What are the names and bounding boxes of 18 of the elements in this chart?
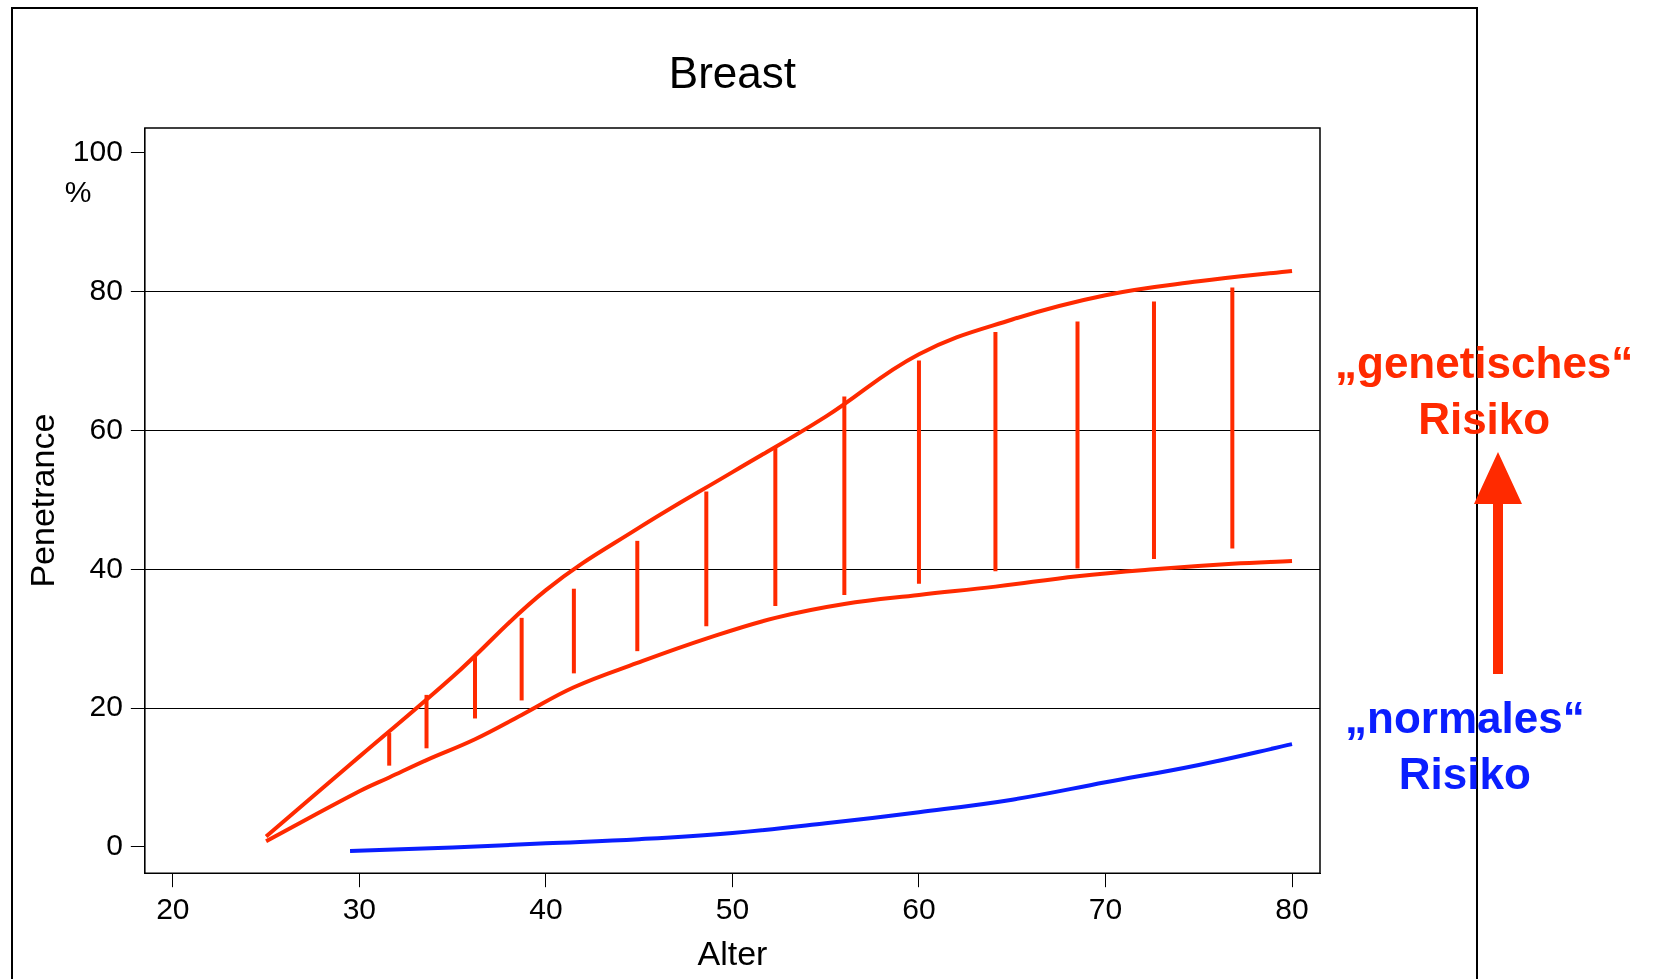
y-tick-label: 80 (89, 273, 123, 307)
y-tick-label: 40 (89, 550, 123, 584)
x-tick-label: 40 (529, 892, 563, 926)
x-tick-label: 20 (156, 892, 190, 926)
x-tick-label: 80 (1275, 892, 1309, 926)
y-axis-title: Penetrance (22, 413, 61, 588)
x-axis-title: Alter (697, 933, 768, 972)
chart-title: Breast (668, 48, 797, 98)
x-tick-label: 60 (902, 892, 936, 926)
y-tick-label: 100 (72, 134, 123, 168)
x-tick-label: 70 (1088, 892, 1123, 926)
y-tick-label: 0 (106, 828, 123, 862)
x-tick-label: 30 (342, 892, 377, 926)
line-series (348, 742, 1295, 853)
y-tick-label: 60 (89, 411, 123, 445)
text: % (64, 174, 92, 209)
y-tick-label: 20 (89, 689, 123, 723)
x-tick-label: 50 (715, 892, 750, 926)
